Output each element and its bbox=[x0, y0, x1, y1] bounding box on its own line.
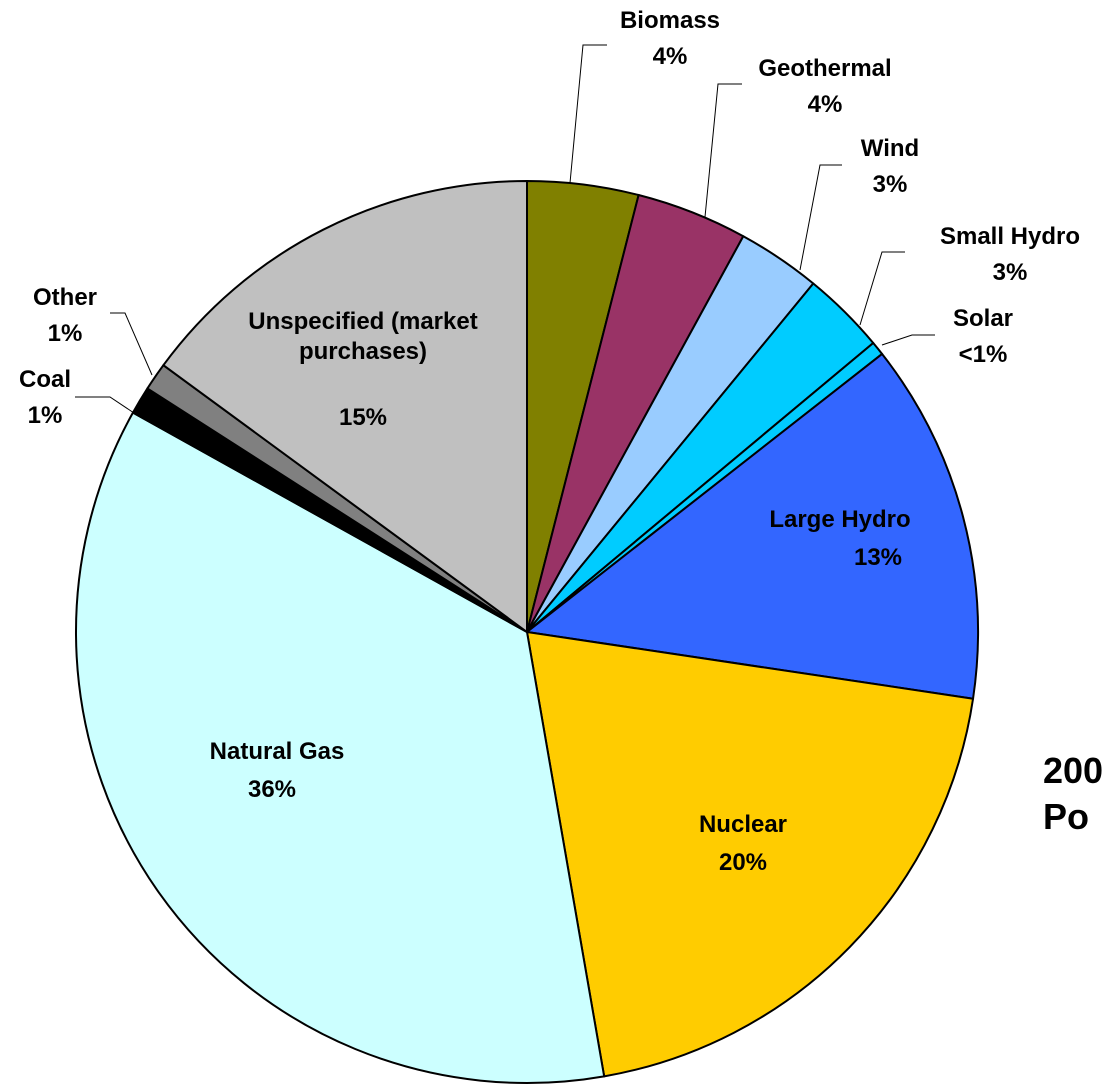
leader-line bbox=[110, 312, 153, 376]
slice-label: Coal bbox=[18, 366, 72, 393]
slice-value-label: 20% bbox=[718, 849, 768, 876]
slice-label: Unspecified (market purchases) bbox=[248, 308, 478, 365]
slice-value-label: 15% bbox=[338, 404, 388, 431]
slice-label: Wind bbox=[860, 135, 920, 162]
leader-line bbox=[859, 251, 905, 326]
pie-slice bbox=[526, 352, 979, 700]
slice-value-label: 3% bbox=[872, 171, 908, 198]
pie-slice bbox=[162, 180, 528, 633]
slice-value-label: 4% bbox=[652, 43, 688, 70]
leader-line bbox=[799, 164, 842, 271]
slice-value-label: 13% bbox=[853, 544, 903, 571]
slice-label: Small Hydro bbox=[939, 223, 1081, 250]
leader-line bbox=[881, 334, 935, 346]
pie-slice bbox=[75, 411, 606, 1084]
slice-label: Natural Gas bbox=[209, 738, 345, 765]
slice-value-label: 1% bbox=[47, 320, 83, 347]
leader-line bbox=[75, 396, 135, 414]
pie-slice bbox=[526, 631, 975, 1078]
slice-label: Solar bbox=[952, 305, 1014, 332]
slice-value-label: 4% bbox=[807, 91, 843, 118]
slice-value-label: <1% bbox=[958, 341, 1008, 368]
slice-label: Biomass bbox=[619, 7, 721, 34]
slice-value-label: 36% bbox=[247, 776, 297, 803]
slice-label: Nuclear bbox=[698, 811, 788, 838]
leader-line bbox=[569, 44, 607, 184]
slice-label: Geothermal bbox=[758, 55, 892, 82]
leader-line bbox=[704, 83, 742, 218]
slice-label: Large Hydro bbox=[769, 506, 911, 533]
chart-title: Po bbox=[1043, 796, 1090, 837]
chart-title: 200 bbox=[1043, 750, 1104, 791]
slice-label: Other bbox=[32, 284, 98, 311]
slice-value-label: 3% bbox=[992, 259, 1028, 286]
slice-value-label: 1% bbox=[27, 402, 63, 429]
